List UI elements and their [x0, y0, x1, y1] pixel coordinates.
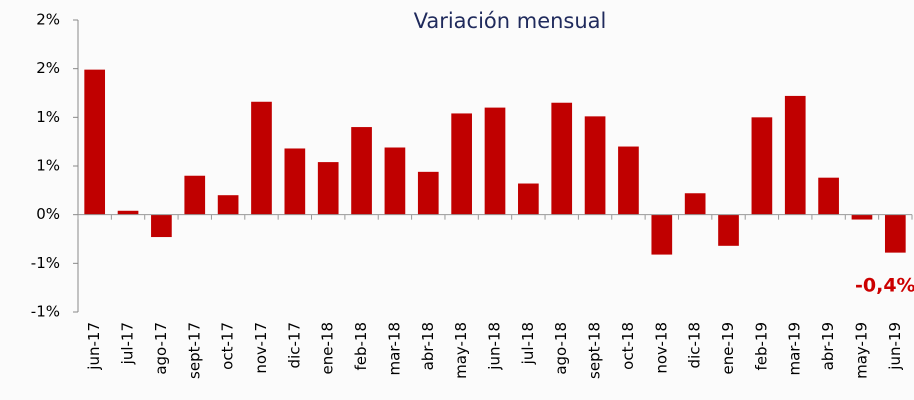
x-tick-label: mar-19 [786, 322, 804, 376]
bar [584, 116, 606, 215]
bar [718, 214, 739, 246]
bar [884, 214, 906, 253]
bar [117, 210, 139, 215]
x-tick-label: sept-17 [185, 322, 203, 379]
y-tick-label: 2% [36, 59, 60, 77]
bar [751, 117, 773, 215]
bar [618, 146, 639, 215]
x-tick-label: ago-17 [152, 322, 170, 375]
x-tick-label: jul-18 [519, 322, 537, 365]
x-tick-label: feb-19 [752, 322, 770, 371]
bar [151, 214, 172, 238]
bar [384, 147, 406, 215]
bar [284, 148, 306, 215]
bar [684, 193, 706, 215]
chart-title: Variación mensual [414, 9, 607, 33]
y-tick-label: -1% [31, 303, 60, 321]
x-tick-label: abr-18 [419, 322, 437, 370]
bar [784, 95, 806, 215]
bar [651, 214, 673, 255]
y-tick-label: -1% [31, 254, 60, 272]
y-tick-label: 0% [36, 205, 60, 223]
x-tick-label: jul-17 [119, 322, 137, 365]
bar [351, 127, 372, 215]
x-tick-label: oct-18 [619, 322, 637, 370]
y-tick-label: 1% [36, 108, 60, 126]
y-tick-label: 1% [36, 157, 60, 175]
x-tick-label: ene-18 [319, 322, 337, 374]
x-tick-label: jun-19 [886, 322, 904, 371]
bar [851, 214, 873, 220]
bar [417, 171, 439, 215]
y-tick-label: 2% [36, 11, 60, 29]
x-tick-label: jun-18 [486, 322, 504, 371]
bar [184, 175, 206, 215]
x-tick-label: abr-19 [819, 322, 837, 370]
x-tick-label: sept-18 [586, 322, 604, 379]
bar [251, 101, 272, 215]
x-tick-label: may-18 [452, 322, 470, 379]
x-tick-label: ago-18 [552, 322, 570, 375]
x-tick-label: may-19 [852, 322, 870, 379]
x-tick-label: dic-17 [285, 322, 303, 368]
x-tick-label: oct-17 [219, 322, 237, 370]
x-tick-label: jun-17 [85, 322, 103, 371]
x-tick-label: dic-18 [686, 322, 704, 368]
x-tick-label: ene-19 [719, 322, 737, 374]
bar [317, 162, 339, 215]
bar [818, 177, 839, 215]
annotation: -0,4% [855, 275, 914, 297]
bar [217, 195, 239, 215]
bar [551, 102, 573, 215]
x-tick-label: nov-18 [652, 322, 670, 374]
bar [518, 183, 539, 215]
bar [84, 69, 106, 215]
x-tick-label: mar-18 [385, 322, 403, 376]
bar [451, 113, 472, 215]
x-tick-label: feb-18 [352, 322, 370, 371]
bar [484, 107, 506, 215]
x-tick-label: nov-17 [252, 322, 270, 374]
